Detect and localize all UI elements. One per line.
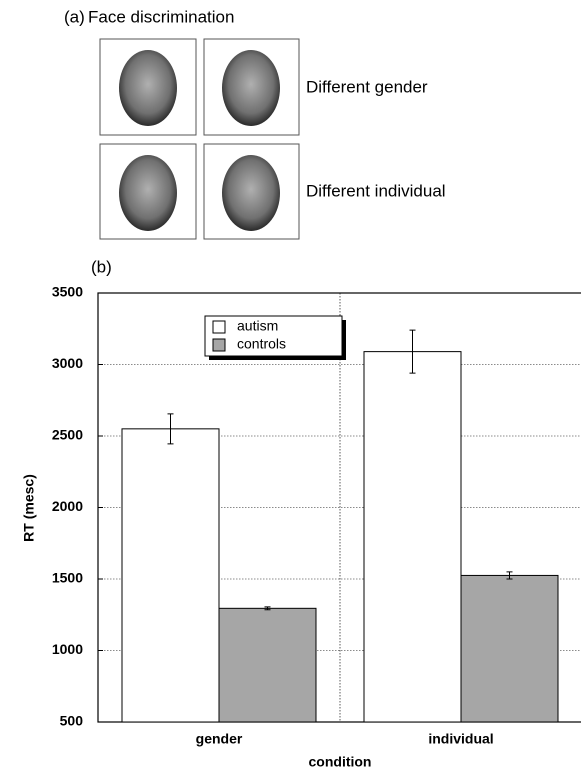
x-axis-label: condition	[309, 754, 372, 770]
y-tick-label: 1500	[52, 570, 83, 586]
faces	[119, 50, 280, 231]
legend-label: autism	[237, 318, 278, 334]
legend-swatch	[213, 321, 225, 333]
bar	[461, 575, 558, 722]
face	[119, 155, 177, 231]
bar	[122, 429, 219, 722]
legend-swatch	[213, 339, 225, 351]
y-tick-label: 500	[60, 713, 84, 729]
panel-title: Face discrimination	[88, 7, 234, 26]
bar	[219, 608, 316, 722]
y-tick-label: 2500	[52, 427, 83, 443]
panel-label: (a)	[64, 7, 85, 26]
y-tick-label: 2000	[52, 498, 83, 514]
bar	[364, 352, 461, 722]
row-label: Different individual	[306, 181, 446, 200]
face	[222, 50, 280, 126]
panel-label: (b)	[91, 257, 112, 276]
y-axis-label: RT (mesc)	[21, 474, 37, 542]
x-tick-label: gender	[196, 731, 243, 747]
legend-label: controls	[237, 336, 286, 352]
face	[222, 155, 280, 231]
row-label: Different gender	[306, 77, 428, 96]
face	[119, 50, 177, 126]
y-tick-label: 1000	[52, 641, 83, 657]
y-tick-label: 3000	[52, 355, 83, 371]
x-tick-label: individual	[428, 731, 493, 747]
y-tick-label: 3500	[52, 284, 83, 300]
figure: (a) Face discrimination Different gender…	[0, 0, 581, 772]
